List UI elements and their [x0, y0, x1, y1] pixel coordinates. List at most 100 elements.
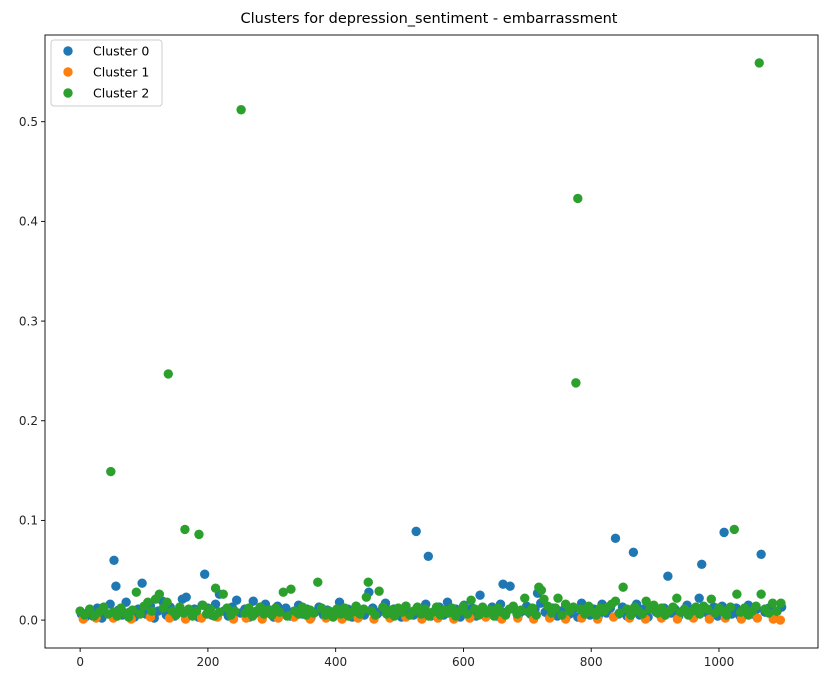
point-cluster-2-152: [641, 596, 651, 606]
point-cluster-2-169: [706, 594, 717, 604]
point-cluster-2-130: [560, 599, 571, 609]
point-cluster-0-44: [248, 596, 258, 606]
point-cluster-0-173: [756, 549, 766, 560]
point-cluster-2-103: [462, 609, 472, 619]
point-cluster-2-160: [672, 593, 682, 603]
point-cluster-2-7: [106, 466, 116, 477]
x-axis: 0 200 400 600 800 1000: [76, 648, 734, 669]
point-cluster-1-42: [752, 613, 763, 623]
x-tick-label-0: 0: [76, 655, 84, 669]
point-cluster-2-80: [374, 586, 384, 596]
point-cluster-0-164: [719, 527, 729, 538]
point-cluster-0-16: [137, 578, 147, 588]
point-cluster-2-43: [236, 105, 246, 115]
point-cluster-2-186: [767, 598, 778, 608]
point-cluster-0-101: [475, 590, 485, 600]
legend-box: [50, 39, 163, 107]
point-cluster-2-187: [771, 606, 782, 616]
point-cluster-2-133: [571, 378, 581, 388]
point-cluster-2-125: [543, 601, 553, 611]
y-tick-label-5: 0.5: [19, 115, 38, 129]
point-cluster-2-17: [143, 597, 153, 607]
point-cluster-2-84: [389, 611, 400, 621]
point-cluster-2-146: [618, 582, 628, 592]
point-cluster-2-188: [776, 598, 786, 608]
x-tick-label-2: 400: [324, 655, 347, 669]
point-cluster-2-42: [230, 606, 240, 616]
point-cluster-2-128: [553, 593, 563, 603]
point-cluster-2-99: [447, 603, 457, 613]
point-cluster-1-39: [704, 614, 715, 624]
point-cluster-2-56: [286, 584, 296, 594]
point-cluster-2-18: [146, 606, 157, 616]
point-cluster-0-88: [423, 551, 434, 561]
point-cluster-2-90: [412, 602, 423, 612]
point-cluster-2-12: [123, 612, 134, 622]
plot-frame: [44, 34, 819, 649]
point-cluster-0-84: [411, 526, 421, 537]
point-cluster-0-8: [109, 555, 119, 565]
point-cluster-2-22: [162, 597, 172, 607]
point-cluster-2-48: [255, 602, 265, 612]
point-cluster-2-70: [339, 603, 350, 613]
point-cluster-0-149: [663, 571, 673, 581]
point-cluster-2-32: [194, 529, 204, 540]
point-cluster-2-134: [573, 193, 583, 204]
point-cluster-2-120: [527, 603, 538, 613]
point-cluster-2-168: [702, 604, 713, 614]
point-cluster-2-117: [516, 605, 526, 615]
point-cluster-2-64: [316, 603, 327, 613]
point-cluster-2-14: [131, 587, 142, 597]
point-cluster-2-39: [218, 589, 228, 599]
legend-marker-0: [63, 46, 73, 56]
y-axis: 0.0 0.1 0.2 0.3 0.4 0.5: [19, 115, 45, 627]
y-tick-label-1: 0.1: [19, 514, 38, 528]
point-cluster-2-129: [557, 610, 567, 620]
point-cluster-2-28: [180, 524, 190, 535]
point-cluster-0-32: [200, 569, 210, 579]
point-cluster-2-176: [732, 589, 742, 599]
point-cluster-2-124: [539, 594, 549, 604]
point-cluster-2-23: [163, 369, 173, 379]
point-cluster-2-159: [668, 602, 678, 612]
point-cluster-0-27: [181, 592, 191, 602]
point-cluster-0-9: [111, 581, 121, 591]
point-cluster-2-54: [278, 587, 288, 597]
point-cluster-1-41: [736, 614, 747, 624]
point-cluster-2-2: [85, 604, 95, 614]
point-cluster-2-165: [691, 602, 701, 612]
point-cluster-2-151: [637, 609, 648, 619]
point-cluster-2-139: [591, 610, 602, 620]
point-cluster-2-76: [361, 592, 372, 602]
point-cluster-2-62: [309, 608, 319, 618]
point-cluster-2-106: [474, 610, 484, 620]
x-tick-label-3: 600: [452, 655, 475, 669]
point-cluster-2-95: [431, 602, 442, 612]
point-cluster-2-81: [378, 602, 388, 612]
point-cluster-2-31: [191, 606, 202, 616]
point-cluster-1-44: [775, 615, 786, 625]
point-cluster-2-38: [214, 607, 225, 617]
point-cluster-2-182: [754, 58, 764, 68]
x-tick-label-5: 1000: [704, 655, 735, 669]
point-cluster-2-37: [210, 583, 221, 593]
legend-marker-2: [63, 88, 73, 98]
point-cluster-2-104: [466, 595, 476, 605]
point-cluster-2-67: [328, 612, 338, 622]
point-cluster-2-127: [550, 603, 561, 613]
point-cluster-2-144: [610, 596, 621, 606]
point-cluster-2-13: [127, 605, 138, 615]
point-cluster-2-110: [489, 611, 499, 621]
y-tick-label-4: 0.4: [19, 215, 38, 229]
point-cluster-2-178: [739, 603, 750, 613]
point-cluster-2-181: [751, 601, 761, 611]
point-cluster-0-140: [628, 547, 639, 558]
legend-label-2: Cluster 2: [93, 86, 149, 101]
x-tick-label-1: 200: [196, 655, 219, 669]
x-tick-label-4: 800: [580, 655, 603, 669]
point-cluster-2-55: [282, 611, 292, 621]
point-cluster-2-40: [222, 603, 232, 613]
y-tick-label-2: 0.2: [19, 414, 38, 428]
point-cluster-2-58: [293, 609, 304, 619]
